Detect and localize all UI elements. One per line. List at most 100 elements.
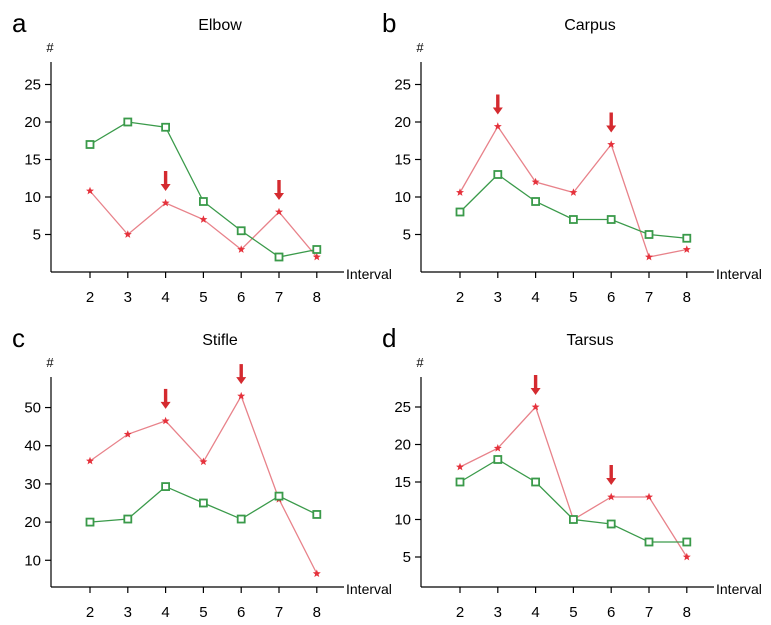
y-tick-label: 50 xyxy=(24,400,41,417)
x-tick-label: 2 xyxy=(456,604,464,620)
panel-letter: d xyxy=(382,323,396,353)
data-point-square xyxy=(274,252,284,262)
series-line-star xyxy=(89,394,318,574)
data-point-square xyxy=(85,517,95,527)
data-point-star xyxy=(237,391,246,400)
chart-panel-a: a Elbow # Interval 5 10 15 20 25 2 3 4 5 6 7 8 xyxy=(12,8,392,306)
y-tick-label: 15 xyxy=(24,152,41,169)
y-axis-label: # xyxy=(46,355,54,370)
x-tick-label: 5 xyxy=(569,289,577,306)
y-tick-label: 20 xyxy=(394,114,411,131)
data-point-square xyxy=(568,215,578,224)
y-tick-label: 25 xyxy=(394,399,411,416)
y-tick-label: 25 xyxy=(394,77,411,94)
y-tick-label: 40 xyxy=(24,438,41,455)
y-tick-label: 20 xyxy=(394,437,411,454)
data-point-star xyxy=(275,207,283,216)
data-point-star xyxy=(645,492,653,501)
x-tick-label: 5 xyxy=(199,289,207,306)
y-tick-label: 10 xyxy=(394,189,411,206)
data-point-star xyxy=(682,552,691,561)
data-point-square xyxy=(274,491,284,501)
x-tick-label: 5 xyxy=(199,604,207,620)
data-point-star xyxy=(493,444,502,452)
data-point-star xyxy=(456,188,464,196)
panel-letter: c xyxy=(12,323,25,353)
y-axis-label: # xyxy=(46,40,54,55)
x-tick-label: 2 xyxy=(456,289,464,306)
data-point-star xyxy=(312,252,321,261)
data-point-square xyxy=(606,215,616,224)
data-point-star xyxy=(493,122,502,130)
x-tick-label: 4 xyxy=(161,604,169,620)
data-point-star xyxy=(86,186,94,195)
data-point-square xyxy=(198,197,208,206)
data-point-star xyxy=(199,457,208,466)
x-tick-label: 7 xyxy=(275,604,283,620)
x-tick-label: 4 xyxy=(161,289,169,306)
y-tick-label: 10 xyxy=(24,552,41,569)
data-point-square xyxy=(531,477,541,487)
x-axis-label: Interval xyxy=(716,581,762,597)
highlight-arrow-icon xyxy=(160,171,171,191)
data-point-star xyxy=(123,230,132,238)
highlight-arrow-icon xyxy=(274,180,284,200)
x-tick-label: 3 xyxy=(124,289,132,306)
y-tick-label: 15 xyxy=(394,152,411,169)
chart-title: Tarsus xyxy=(566,332,613,349)
data-point-star xyxy=(645,252,653,261)
x-tick-label: 6 xyxy=(607,289,615,306)
data-point-star xyxy=(456,462,464,471)
x-tick-label: 5 xyxy=(569,604,577,620)
data-point-star xyxy=(531,402,540,411)
series-line-square xyxy=(89,121,317,258)
highlight-arrow-icon xyxy=(606,465,617,485)
series-line-star xyxy=(459,405,688,558)
highlight-arrow-icon xyxy=(236,364,247,385)
chart-panel-b: b Carpus # Interval 5 10 15 20 25 2 3 4 5 6 7 8 xyxy=(382,8,762,306)
data-point-square xyxy=(123,514,133,524)
chart-panel-d: d Tarsus # Interval 5 10 15 20 25 2 3 4 5 6 7 8 xyxy=(382,323,762,621)
data-point-square xyxy=(236,514,246,524)
data-point-square xyxy=(161,482,171,491)
y-tick-label: 15 xyxy=(394,474,411,491)
data-point-square xyxy=(682,537,692,547)
y-axis-label: # xyxy=(416,355,424,370)
x-tick-label: 3 xyxy=(494,289,502,306)
x-tick-label: 2 xyxy=(86,289,94,306)
y-tick-label: 30 xyxy=(24,476,41,493)
data-point-square xyxy=(493,455,503,464)
data-point-square xyxy=(531,197,541,206)
y-tick-label: 5 xyxy=(403,549,411,566)
y-tick-label: 25 xyxy=(24,77,41,94)
panel-letter: b xyxy=(382,8,396,38)
highlight-arrow-icon xyxy=(492,94,503,115)
x-tick-label: 8 xyxy=(313,604,321,620)
data-point-star xyxy=(161,416,170,425)
chart-title: Stifle xyxy=(202,332,238,349)
data-point-star xyxy=(161,198,170,207)
data-point-square xyxy=(493,170,503,179)
data-point-square xyxy=(455,207,465,217)
chart-title: Elbow xyxy=(198,17,242,34)
x-tick-label: 6 xyxy=(607,604,615,620)
x-tick-label: 8 xyxy=(683,604,691,620)
x-tick-label: 6 xyxy=(237,289,245,306)
data-point-square xyxy=(568,515,578,524)
x-tick-label: 4 xyxy=(531,604,539,620)
highlight-arrow-icon xyxy=(160,388,171,409)
x-tick-label: 3 xyxy=(124,604,132,620)
highlight-arrow-icon xyxy=(606,112,617,133)
data-point-star xyxy=(607,140,616,148)
data-point-star xyxy=(607,492,616,501)
data-point-star xyxy=(531,177,540,186)
x-tick-label: 2 xyxy=(86,604,94,620)
x-tick-label: 3 xyxy=(494,604,502,620)
y-tick-label: 10 xyxy=(394,512,411,529)
y-tick-label: 10 xyxy=(24,189,41,206)
y-tick-label: 5 xyxy=(33,227,41,244)
x-tick-label: 4 xyxy=(531,289,539,306)
data-point-square xyxy=(606,519,616,529)
chart-title: Carpus xyxy=(564,17,616,34)
